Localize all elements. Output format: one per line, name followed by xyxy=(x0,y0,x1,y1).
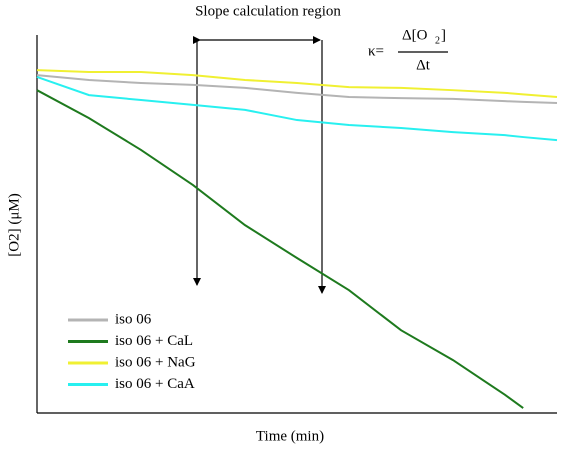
formula-denominator: Δt xyxy=(416,57,431,73)
legend-label: iso 06 + NaG xyxy=(115,354,196,370)
legend-label: iso 06 + CaL xyxy=(115,333,193,349)
legend-label: iso 06 + CaA xyxy=(115,376,195,392)
formula-numerator: Δ[O xyxy=(402,27,428,43)
series-line xyxy=(36,74,558,105)
formula-lhs: κ= xyxy=(368,43,384,59)
y-axis-label: [O2] (μM) xyxy=(6,193,22,256)
series-line xyxy=(36,76,558,142)
series-line xyxy=(36,69,558,98)
formula-close: ] xyxy=(441,27,446,43)
x-axis-label: Time (min) xyxy=(256,428,324,444)
legend-label: iso 06 xyxy=(115,311,152,327)
series-line xyxy=(36,89,524,409)
annotation: Slope calculation region xyxy=(195,3,341,19)
formula-subscript: 2 xyxy=(435,35,440,46)
formula: κ= Δ[O 2 ] Δt xyxy=(368,27,448,73)
